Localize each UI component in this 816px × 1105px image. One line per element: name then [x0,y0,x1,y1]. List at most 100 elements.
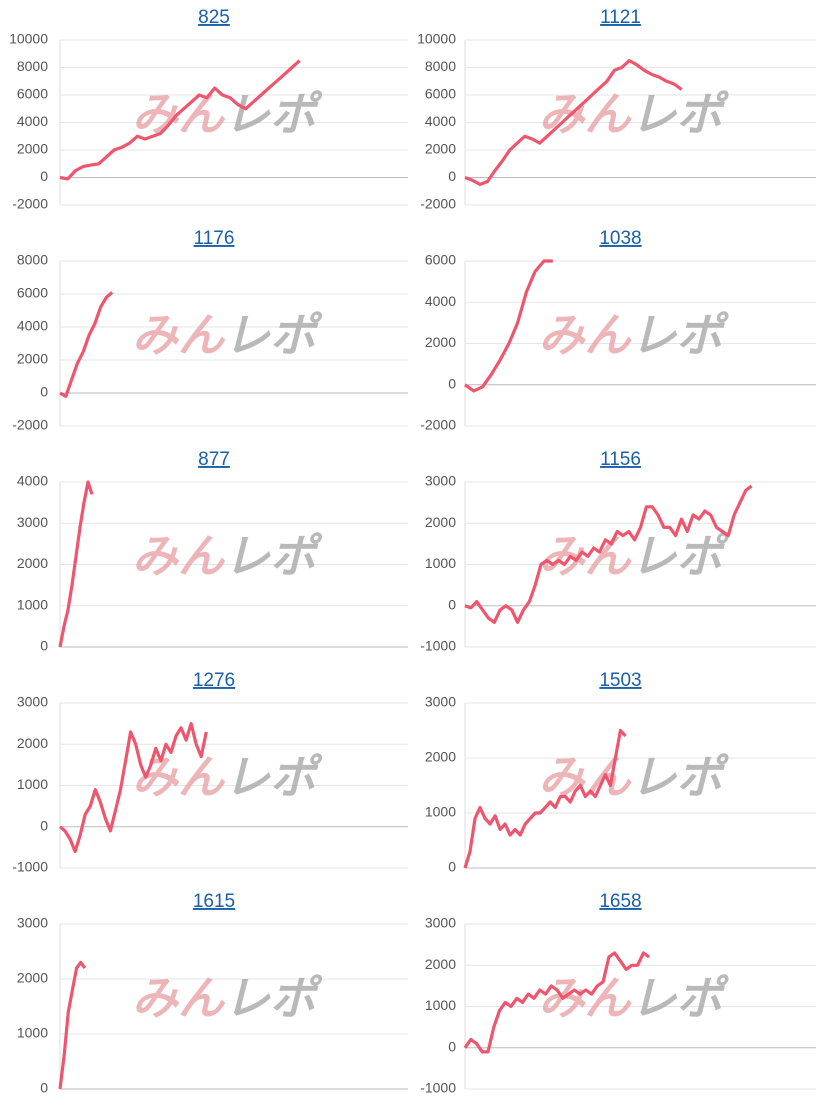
y-tick-label: 0 [448,859,456,875]
chart: 1176 -2000 0 2000 4000 6000 8000 みんレポ [12,228,408,433]
data-line [58,480,94,648]
watermark: みんレポ [132,751,323,803]
y-tick-label: 2000 [425,514,456,530]
y-tick-label: 3000 [17,694,48,710]
chart: 1658 -1000 0 1000 2000 3000 みんレポ [420,891,816,1096]
watermark-part: みん [132,972,226,1024]
data-line [464,59,683,186]
chart: 825 -2000 0 2000 4000 6000 8000 10000 みんレポ [9,7,408,212]
y-tick-label: 0 [40,1080,48,1096]
chart-title[interactable]: 825 [198,7,230,28]
watermark: みんレポ [539,972,730,1024]
y-tick-label: 2000 [17,555,48,571]
y-tick-label: 10000 [9,31,48,47]
y-tick-label: 4000 [17,318,48,334]
watermark-part: レポ [224,972,323,1024]
data-line [58,960,87,1090]
y-tick-label: 3000 [425,915,456,931]
y-tick-label: 4000 [425,113,456,129]
y-tick-label: -2000 [420,196,456,212]
watermark-part: レポ [224,309,323,361]
chart-title[interactable]: 1156 [600,449,641,470]
y-tick-label: 2000 [17,141,48,157]
y-tick-label: 0 [40,817,48,833]
data-line [463,951,651,1054]
watermark-part: みん [539,309,633,361]
y-tick-label: 3000 [17,514,48,530]
watermark-part: みん [539,972,633,1024]
y-tick-label: -1000 [420,1080,456,1096]
y-tick-label: 3000 [17,915,48,931]
watermark: みんレポ [132,972,323,1024]
data-line [464,484,753,624]
y-tick-label: 0 [448,375,456,391]
watermark-part: レポ [631,751,730,803]
data-line [58,722,208,854]
data-line [59,291,114,398]
watermark-part: レポ [631,972,730,1024]
y-tick-label: 8000 [17,58,48,74]
watermark-part: レポ [224,751,323,803]
chart-title[interactable]: 1038 [599,228,641,249]
y-tick-label: 1000 [17,776,48,792]
chart-title[interactable]: 877 [198,449,230,470]
y-tick-label: 2000 [17,970,48,986]
y-tick-label: 4000 [17,113,48,129]
chart: 877 0 1000 2000 3000 4000 みんレポ [17,449,408,654]
chart-title[interactable]: 1121 [600,7,641,28]
y-tick-label: 10000 [417,31,456,47]
y-tick-label: -2000 [420,417,456,433]
y-tick-label: 1000 [425,804,456,820]
y-tick-label: 0 [448,596,456,612]
y-tick-label: 0 [448,1038,456,1054]
y-tick-label: 0 [40,384,48,400]
data-line [464,259,553,393]
y-tick-label: 3000 [425,694,456,710]
watermark: みんレポ [539,309,730,361]
y-tick-label: 1000 [425,555,456,571]
watermark-part: みん [132,530,226,582]
watermark-part: レポ [224,88,323,140]
y-tick-label: 2000 [425,749,456,765]
y-tick-label: -1000 [12,859,48,875]
chart: 1503 0 1000 2000 3000 みんレポ [425,670,816,875]
watermark-part: みん [132,751,226,803]
y-tick-label: 2000 [17,735,48,751]
y-tick-label: 8000 [17,252,48,268]
y-tick-label: 4000 [17,473,48,489]
chart-title[interactable]: 1276 [193,670,235,691]
y-tick-label: 6000 [425,86,456,102]
chart: 1615 0 1000 2000 3000 みんレポ [17,891,408,1096]
y-tick-label: -1000 [420,638,456,654]
y-tick-label: 6000 [17,285,48,301]
watermark-part: レポ [631,309,730,361]
y-tick-label: 2000 [425,141,456,157]
chart-title[interactable]: 1176 [194,228,235,249]
y-tick-label: -2000 [12,196,48,212]
y-tick-label: 1000 [17,596,48,612]
chart: 1276 -1000 0 1000 2000 3000 みんレポ [12,670,408,875]
y-tick-label: 6000 [17,86,48,102]
y-tick-label: 4000 [425,293,456,309]
watermark: みんレポ [539,751,730,803]
y-tick-label: 6000 [425,252,456,268]
y-tick-label: 2000 [425,334,456,350]
chart-title[interactable]: 1658 [599,891,641,912]
data-line [463,728,627,869]
chart: 1038 -2000 0 2000 4000 6000 みんレポ [420,228,816,433]
y-tick-label: 0 [40,638,48,654]
watermark-part: レポ [631,530,730,582]
watermark-part: レポ [224,530,323,582]
y-tick-label: 8000 [425,58,456,74]
y-tick-label: 0 [40,168,48,184]
y-tick-label: -2000 [12,417,48,433]
y-tick-label: 2000 [17,351,48,367]
chart-title[interactable]: 1615 [193,891,235,912]
chart: 1121 -2000 0 2000 4000 6000 8000 10000 みんレポ [417,7,816,212]
watermark-part: みん [132,309,226,361]
chart-title[interactable]: 1503 [599,670,641,691]
watermark: みんレポ [132,88,323,140]
y-tick-label: 0 [448,168,456,184]
